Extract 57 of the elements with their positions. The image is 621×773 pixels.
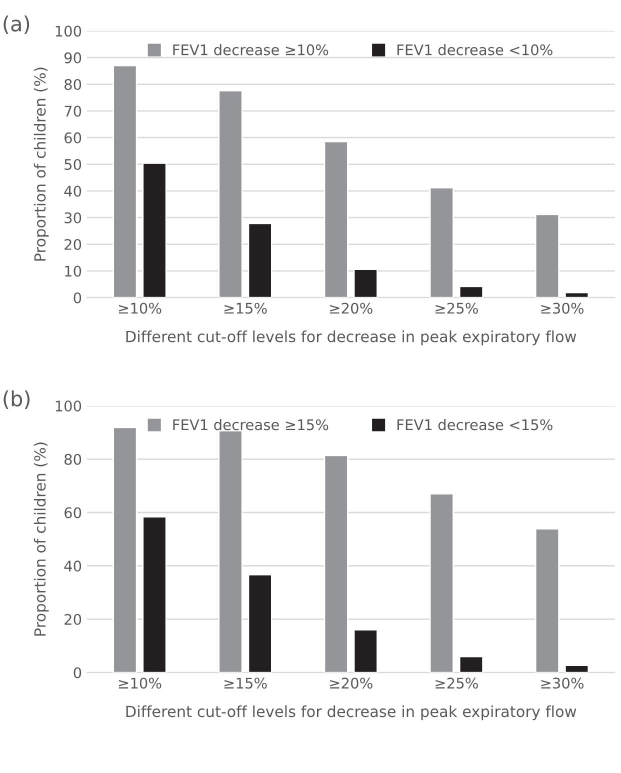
chart-title: (a) [4,15,30,34]
y-axis-title: Proportion of children (%) [34,68,49,261]
x-axis-title: Different cut-off levels for decrease in peak expiratory flow [126,330,576,346]
x-tick-label: ≥25% [436,678,478,689]
x-tick-label: ≥20% [330,302,372,314]
bar [248,574,272,673]
bar [458,286,484,298]
x-tick-label: ≥15% [224,678,267,689]
x-tick-label: ≥20% [330,678,372,689]
x-tick-label: ≥25% [436,302,478,314]
y-tick-label: 0 [74,292,82,304]
bar [112,64,138,298]
bar [564,292,590,298]
legend-label: FEV1 decrease ≥15% [173,418,328,430]
legend-label: FEV1 decrease <15% [398,418,552,430]
y-axis-title: Proportion of children (%) [34,442,49,636]
bar [142,162,167,298]
x-tick-label: ≥10% [118,302,162,314]
x-axis-title: Different cut-off levels for decrease in peak expiratory flow [126,705,576,720]
bar [564,664,590,673]
y-tick-label: 60 [64,132,82,144]
x-tick-label: ≥30% [541,302,584,314]
y-tick-label: 70 [64,106,82,117]
bar [324,454,348,673]
legend-label: FEV1 decrease <10% [398,44,552,56]
bar [142,516,167,673]
bar [429,187,454,298]
y-tick-label: 20 [64,614,82,625]
bar [324,140,348,298]
chart-title: (b) [4,390,30,409]
y-tick-label: 100 [56,26,82,37]
bar [218,430,243,673]
y-tick-label: 30 [64,212,82,224]
bar [218,90,243,298]
bar [353,629,378,673]
bar [112,426,138,673]
y-tick-label: 40 [64,560,82,572]
x-tick-label: ≥15% [224,302,267,314]
y-tick-label: 10 [65,266,82,277]
x-tick-label: ≥10% [118,678,162,689]
y-tick-label: 90 [64,52,82,64]
bar [458,656,484,673]
x-tick-label: ≥30% [541,678,584,689]
y-tick-label: 20 [64,238,82,250]
bar [353,268,378,298]
y-tick-label: 50 [64,158,82,170]
y-tick-label: 0 [74,667,82,678]
bar [248,222,272,298]
y-tick-label: 60 [64,507,82,518]
y-tick-label: 40 [64,186,82,197]
bar [534,214,560,298]
y-tick-label: 80 [64,78,82,90]
y-tick-label: 80 [64,454,82,465]
bar [429,493,454,673]
legend-label: FEV1 decrease ≥10% [173,44,328,56]
bar [534,528,560,673]
y-tick-label: 100 [56,400,82,412]
